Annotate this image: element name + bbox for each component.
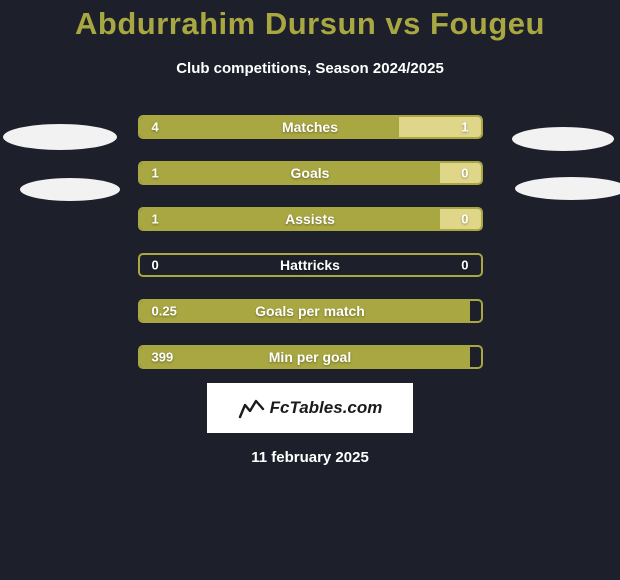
subtitle: Club competitions, Season 2024/2025 [0, 60, 620, 77]
brand-text: FcTables.com [270, 398, 383, 418]
stats-rows: 4 1 Matches 1 0 Goals 1 0 Assists 0 0 Hattricks 0.25… [0, 115, 620, 369]
stat-row: 399 Min per goal [0, 345, 620, 369]
stat-bar: 0.25 Goals per match [138, 299, 483, 323]
stat-value-right: 0 [461, 212, 468, 227]
stat-label: Matches [282, 119, 338, 135]
stat-bar-right [440, 209, 481, 229]
stat-value-right: 0 [461, 166, 468, 181]
stat-value-left: 0 [152, 258, 159, 273]
date-line: 11 february 2025 [0, 449, 620, 466]
stat-bar-left [140, 117, 399, 137]
stat-label: Min per goal [269, 349, 351, 365]
fctables-icon [238, 397, 266, 419]
stat-value-right: 1 [461, 120, 468, 135]
stat-value-left: 399 [152, 350, 174, 365]
stat-label: Assists [285, 211, 335, 227]
stat-row: 0.25 Goals per match [0, 299, 620, 323]
stat-bar: 0 0 Hattricks [138, 253, 483, 277]
comparison-card: Abdurrahim Dursun vs Fougeu Club competi… [0, 0, 620, 580]
stat-label: Goals per match [255, 303, 365, 319]
stat-label: Goals [291, 165, 330, 181]
stat-row: 4 1 Matches [0, 115, 620, 139]
stat-value-left: 1 [152, 212, 159, 227]
page-title: Abdurrahim Dursun vs Fougeu [0, 0, 620, 42]
stat-value-left: 4 [152, 120, 159, 135]
stat-row: 0 0 Hattricks [0, 253, 620, 277]
stat-bar: 4 1 Matches [138, 115, 483, 139]
brand-badge[interactable]: FcTables.com [207, 383, 413, 433]
stat-label: Hattricks [280, 257, 340, 273]
stat-row: 1 0 Assists [0, 207, 620, 231]
stat-bar-left [140, 163, 440, 183]
stat-bar: 1 0 Goals [138, 161, 483, 185]
stat-bar-right [440, 163, 481, 183]
stat-value-right: 0 [461, 258, 468, 273]
stat-bar: 399 Min per goal [138, 345, 483, 369]
stat-bar: 1 0 Assists [138, 207, 483, 231]
stat-value-left: 1 [152, 166, 159, 181]
stat-value-left: 0.25 [152, 304, 177, 319]
stat-row: 1 0 Goals [0, 161, 620, 185]
